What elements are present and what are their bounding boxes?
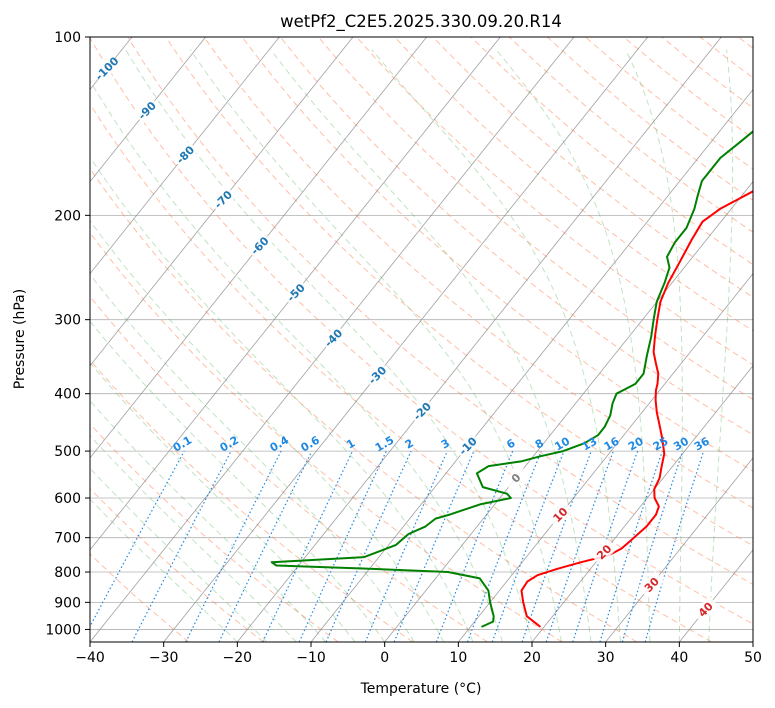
mixing-ratio-line — [90, 450, 185, 628]
mixing-ratio-line — [466, 450, 542, 642]
isotherm-label-bg — [546, 501, 574, 529]
moist-adiabat — [189, 49, 562, 642]
y-tick-label: 900 — [54, 595, 81, 611]
y-tick-label: 800 — [54, 565, 81, 581]
isotherm-line — [237, 37, 722, 642]
x-tick-label: 10 — [449, 650, 467, 666]
mixing-ratio-line — [545, 450, 614, 642]
isotherm-label-bg — [408, 397, 436, 425]
isotherm-label-bg — [93, 55, 121, 82]
y-tick-label: 700 — [54, 531, 81, 547]
mixing-ratio-line — [572, 450, 639, 642]
moist-adiabat — [625, 49, 683, 642]
moist-adiabat — [90, 79, 503, 642]
isotherm-label-bg — [363, 361, 391, 389]
isotherm-line — [458, 273, 753, 642]
dry-adiabat — [90, 37, 753, 625]
x-tick-label: 0 — [380, 650, 389, 666]
isotherm-label-bg — [133, 96, 161, 124]
y-axis-title: Pressure (hPa) — [12, 289, 28, 389]
moist-adiabat — [90, 498, 238, 642]
isotherm-line — [310, 88, 753, 642]
chart-title: wetPf2_C2E5.2025.330.09.20.R14 — [280, 12, 562, 32]
mixing-ratio-line — [325, 450, 412, 642]
mixing-ratio-line — [435, 450, 514, 642]
temperature-profile — [520, 190, 753, 628]
moist-adiabat — [125, 49, 533, 642]
moist-adiabat — [90, 156, 474, 642]
mixing-ratio-line — [599, 450, 663, 642]
isotherm-line — [90, 37, 354, 367]
x-tick-label: 30 — [597, 650, 615, 666]
dry-adiabat — [127, 37, 753, 586]
isotherm-label-bg — [691, 595, 719, 623]
mixing-ratio-line — [621, 450, 684, 642]
isotherm-label-bg — [171, 141, 199, 169]
dry-adiabat — [90, 423, 339, 642]
isotherm-label-bg — [638, 571, 666, 599]
isotherm-line — [90, 37, 427, 459]
moist-adiabat — [270, 49, 592, 642]
dry-adiabat — [90, 231, 563, 642]
y-tick-label: 500 — [54, 444, 81, 460]
plot-frame — [89, 36, 754, 643]
mixing-ratio-line — [644, 450, 705, 642]
dry-adiabat — [90, 167, 638, 642]
isotherm-label-bg — [209, 185, 237, 213]
moist-adiabat — [90, 320, 386, 642]
isotherm-label-bg — [319, 324, 347, 352]
isotherm-label-bg — [282, 279, 310, 306]
moist-adiabat — [90, 467, 268, 642]
moist-adiabat — [90, 362, 356, 642]
dry-adiabat — [90, 553, 190, 642]
moist-adiabat — [90, 273, 415, 642]
moist-adiabat — [90, 219, 445, 642]
moist-adiabat — [495, 49, 651, 642]
dry-adiabat — [90, 103, 712, 642]
isotherm-line — [531, 365, 753, 642]
x-tick-label: −40 — [75, 650, 105, 666]
isotherm-label-bg — [454, 432, 482, 460]
y-tick-label: 300 — [54, 313, 81, 329]
x-tick-label: 20 — [523, 650, 541, 666]
dry-adiabat — [318, 37, 753, 401]
x-tick-label: −20 — [223, 650, 253, 666]
y-tick-label: 600 — [54, 491, 81, 507]
isotherm-label-bg — [502, 464, 530, 492]
x-tick-label: −30 — [149, 650, 179, 666]
mixing-ratio-line — [491, 450, 565, 642]
x-tick-label: 40 — [670, 650, 688, 666]
dry-adiabat — [356, 37, 753, 366]
isotherm-line — [605, 457, 753, 642]
x-tick-label: −10 — [296, 650, 326, 666]
isotherm-label-bg — [246, 232, 274, 260]
isotherm-line — [163, 37, 648, 642]
y-tick-label: 1000 — [45, 622, 81, 638]
isotherm-line — [90, 37, 280, 275]
x-axis-title: Temperature (°C) — [360, 681, 482, 697]
y-tick-label: 200 — [54, 208, 81, 224]
isotherm-line — [90, 37, 501, 551]
isotherm-label-bg — [590, 538, 618, 566]
x-tick-label: 50 — [744, 650, 762, 666]
isotherm-line — [384, 180, 753, 642]
dewpoint-profile — [270, 130, 753, 628]
dry-adiabat — [394, 37, 753, 332]
y-tick-label: 100 — [54, 30, 81, 46]
dry-adiabat — [203, 37, 753, 509]
mixing-ratio-line — [393, 450, 475, 642]
isotherm-line — [90, 37, 206, 183]
moist-adiabat — [371, 49, 621, 642]
y-tick-label: 400 — [54, 387, 81, 403]
dry-adiabat — [90, 295, 488, 642]
mixing-ratio-line — [185, 450, 282, 642]
mixing-ratio-line — [364, 450, 448, 642]
